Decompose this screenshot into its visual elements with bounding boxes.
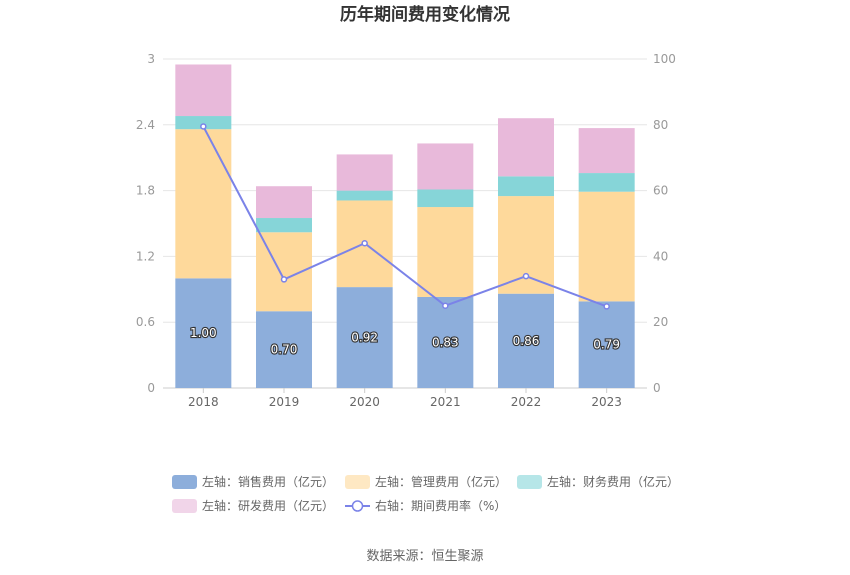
bar-segment (175, 116, 232, 130)
right-tick-label: 80 (653, 118, 668, 132)
bar-value-label: 0.83 (432, 335, 459, 349)
legend: 左轴：销售费用（亿元） 左轴：管理费用（亿元） 左轴：财务费用（亿元） 左轴：研发费用… (172, 474, 679, 513)
x-tick-label: 2023 (591, 395, 622, 409)
bar-segment (175, 129, 232, 279)
line-point (361, 239, 368, 247)
right-axis: 0 20 40 60 80 100 (653, 52, 676, 395)
bar-segment (498, 118, 554, 177)
grid-lines (163, 58, 647, 389)
line-point (200, 123, 207, 130)
x-tick-label: 2020 (349, 395, 380, 409)
x-tick-label: 2022 (511, 395, 542, 409)
x-tick-label: 2019 (269, 395, 300, 409)
bar-segment (578, 173, 635, 192)
bar-segment (578, 128, 635, 174)
bar-segment (417, 189, 474, 208)
source-note: 数据来源：恒生聚源 (366, 549, 483, 564)
x-tick-label: 2018 (188, 395, 219, 409)
bar-value-label: 1.00 (190, 326, 217, 340)
line-point (280, 276, 288, 283)
bar-value-label: 0.70 (271, 343, 298, 357)
data-labels: 1.00 0.70 0.92 0.83 0.86 0.79 (189, 325, 621, 358)
right-tick-label: 20 (653, 315, 668, 329)
bar-segment (175, 278, 232, 388)
bar-segment (256, 186, 312, 219)
line-path (202, 125, 608, 308)
bar-segment (256, 311, 312, 388)
bar-segment (498, 293, 554, 388)
bar-segment (578, 301, 635, 388)
legend-label: 右轴：期间费用率（%） (375, 498, 506, 513)
bar-segment (256, 218, 312, 233)
bars (175, 64, 635, 388)
line-point (603, 303, 610, 310)
bar-value-label: 0.92 (351, 331, 378, 345)
legend-swatch (517, 475, 542, 489)
left-tick-label: 3 (147, 52, 155, 66)
left-tick-label: 1.8 (136, 184, 155, 198)
legend-swatch (345, 475, 370, 489)
right-tick-label: 0 (653, 381, 661, 395)
line-point (522, 272, 530, 280)
bar-segment (336, 154, 393, 191)
right-tick-label: 60 (653, 184, 668, 198)
legend-label: 左轴：财务费用（亿元） (547, 474, 679, 489)
right-tick-label: 100 (653, 52, 676, 66)
legend-swatch (172, 475, 197, 489)
bar-segment (498, 176, 554, 197)
left-tick-label: 0.6 (136, 315, 155, 329)
bar-segment (417, 296, 474, 388)
legend-point-marker (351, 500, 364, 512)
legend-label: 左轴：研发费用（亿元） (202, 498, 334, 513)
right-tick-label: 40 (653, 249, 668, 263)
bar-value-label: 0.79 (593, 338, 620, 352)
bar-segment (578, 191, 635, 302)
bar-segment (417, 143, 474, 190)
chart-title: 历年期间费用变化情况 (340, 4, 510, 25)
left-tick-label: 0 (147, 381, 155, 395)
left-axis: 0 0.6 1.2 1.8 2.4 3 (136, 52, 155, 395)
line-point (442, 302, 449, 309)
left-tick-label: 1.2 (136, 249, 155, 263)
bar-segment (336, 190, 393, 201)
bar-segment (175, 64, 232, 117)
x-tick-label: 2021 (430, 395, 461, 409)
x-axis: 2018 2019 2020 2021 2022 2023 (188, 388, 622, 409)
bar-segment (336, 287, 393, 388)
bar-segment (417, 207, 474, 297)
legend-label: 左轴：销售费用（亿元） (202, 474, 334, 489)
left-tick-label: 2.4 (136, 118, 155, 132)
legend-swatch (172, 499, 197, 513)
legend-label: 左轴：管理费用（亿元） (375, 474, 507, 489)
expense-rate-line (200, 123, 610, 310)
bar-value-label: 0.86 (513, 334, 540, 348)
